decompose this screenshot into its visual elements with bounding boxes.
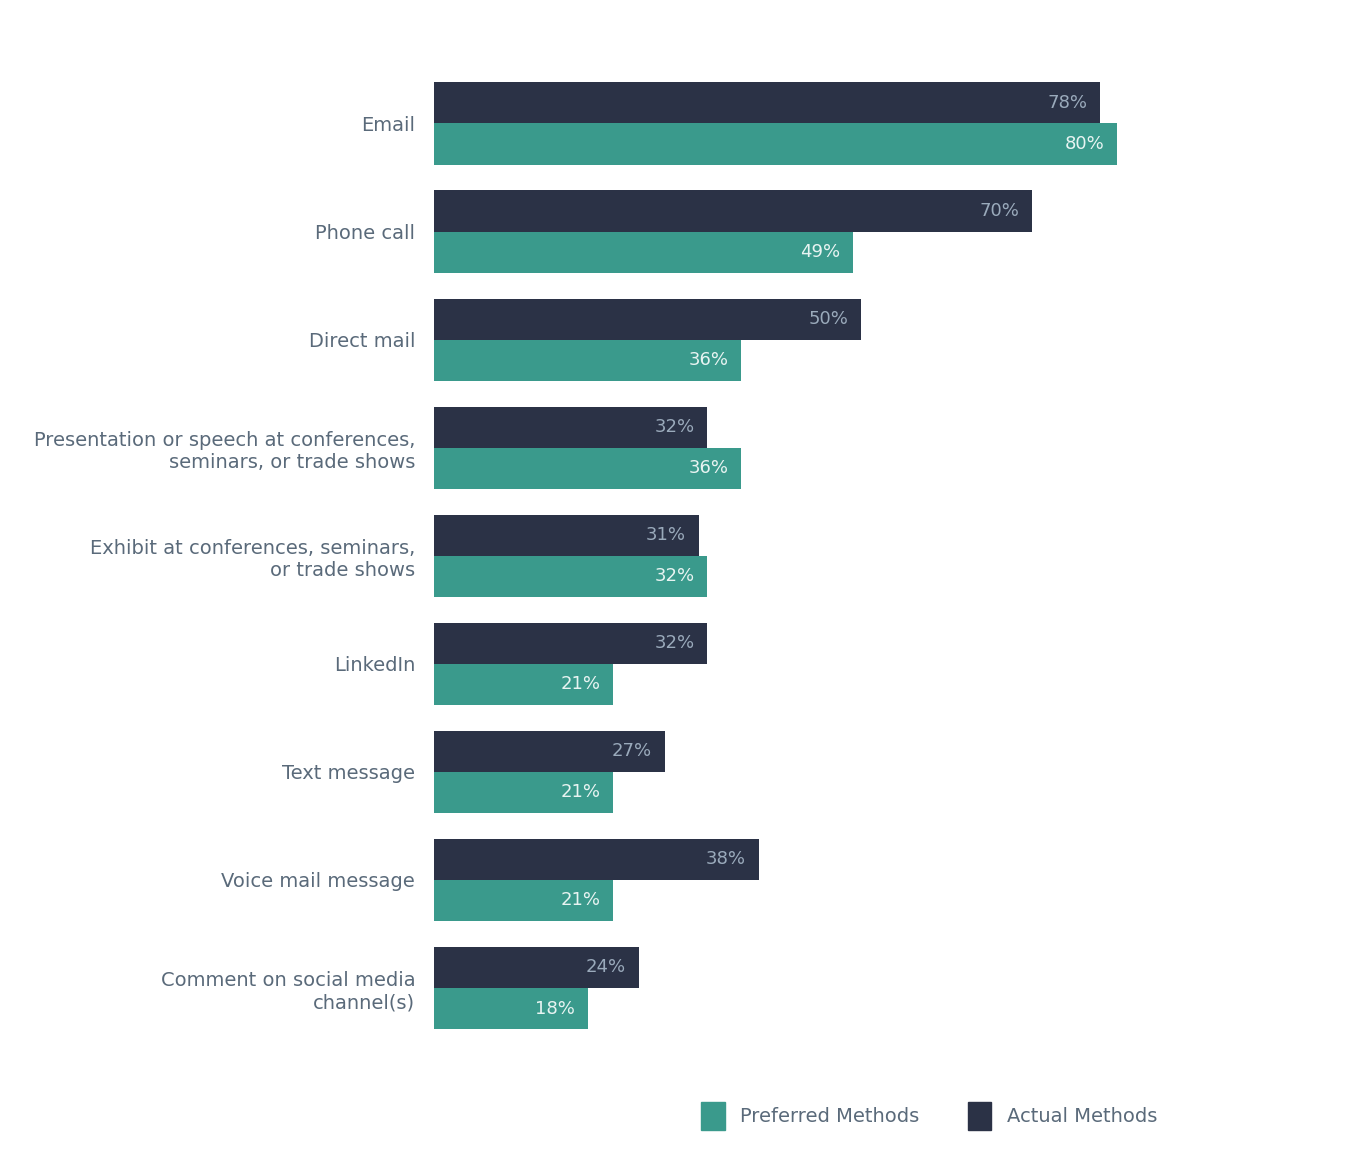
Text: 38%: 38% (705, 851, 746, 868)
Text: 50%: 50% (808, 310, 849, 328)
Legend: Preferred Methods, Actual Methods: Preferred Methods, Actual Methods (692, 1093, 1168, 1140)
Bar (434, 407, 708, 448)
Text: 21%: 21% (560, 784, 601, 801)
Bar (434, 987, 587, 1030)
Text: 27%: 27% (612, 742, 652, 760)
Bar (434, 731, 664, 772)
Bar (434, 947, 639, 987)
Text: 36%: 36% (689, 351, 728, 370)
Text: 18%: 18% (536, 999, 575, 1018)
Bar (434, 339, 742, 380)
Text: 49%: 49% (800, 243, 839, 261)
Bar (434, 772, 613, 813)
Text: 31%: 31% (645, 526, 686, 544)
Bar (434, 515, 698, 556)
Text: 70%: 70% (979, 202, 1020, 220)
Bar (434, 622, 708, 663)
Text: 21%: 21% (560, 892, 601, 909)
Bar (434, 124, 1117, 165)
Text: 32%: 32% (655, 634, 694, 653)
Text: 32%: 32% (655, 567, 694, 585)
Text: 21%: 21% (560, 675, 601, 694)
Bar (434, 191, 1032, 232)
Bar (434, 448, 742, 489)
Text: 80%: 80% (1064, 135, 1105, 153)
Text: 36%: 36% (689, 459, 728, 477)
Bar (434, 880, 613, 921)
Bar (434, 839, 758, 880)
Text: 78%: 78% (1047, 94, 1088, 112)
Text: 32%: 32% (655, 418, 694, 436)
Bar (434, 232, 853, 273)
Bar (434, 556, 708, 597)
Bar (434, 663, 613, 704)
Bar (434, 298, 861, 339)
Text: 24%: 24% (586, 958, 626, 977)
Bar (434, 82, 1100, 124)
